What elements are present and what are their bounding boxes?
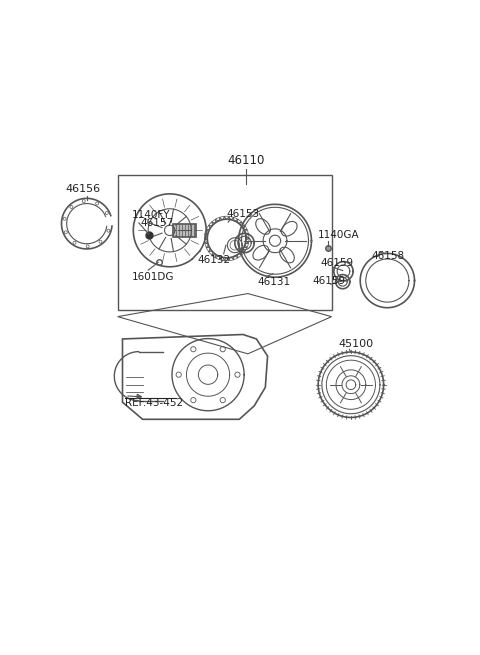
Text: 46158: 46158 — [372, 251, 405, 261]
Text: 1140FY: 1140FY — [132, 210, 170, 220]
Bar — [118, 174, 332, 310]
Text: 1140GA: 1140GA — [318, 230, 360, 240]
Text: 46132: 46132 — [198, 255, 231, 265]
Text: 46110: 46110 — [228, 154, 264, 167]
Text: 45100: 45100 — [338, 339, 373, 348]
Text: 1601DG: 1601DG — [132, 272, 174, 282]
Text: 46159: 46159 — [312, 276, 345, 286]
Text: REF.43-452: REF.43-452 — [125, 398, 183, 407]
Text: 46157: 46157 — [140, 218, 173, 228]
Text: 46131: 46131 — [257, 277, 290, 287]
Text: 46156: 46156 — [66, 184, 101, 194]
Text: 46159: 46159 — [321, 258, 354, 269]
Text: 46153: 46153 — [227, 209, 260, 219]
Bar — [173, 224, 196, 236]
